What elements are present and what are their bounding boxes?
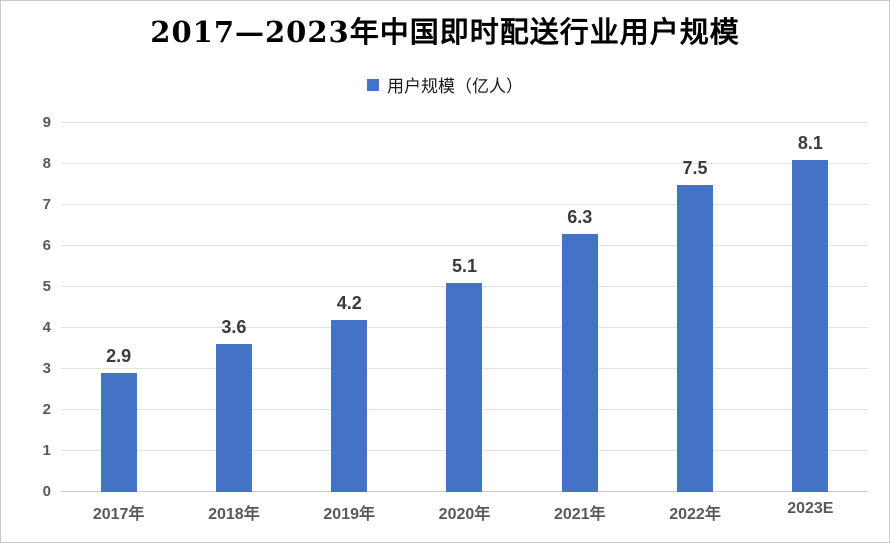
bar [792,159,829,492]
y-tick-label: 2 [42,401,51,418]
legend: 用户规模（亿人） [1,72,889,97]
gridline [61,122,868,123]
gridline [61,204,868,205]
bar-slot: 3.6 [176,123,291,492]
y-tick-label: 5 [42,278,51,295]
x-category-label: 2022年 [669,506,721,523]
bar-value-label: 4.2 [336,292,362,313]
y-tick-label: 0 [42,483,51,500]
bar [446,282,483,492]
y-tick-label: 4 [42,319,51,336]
y-tick-label: 7 [42,196,51,213]
legend-swatch-icon [367,78,379,91]
y-tick-label: 8 [42,155,51,172]
x-axis-labels: 2017年 2018年 2019年 2020年 2021年 2022年 2023E [61,500,868,524]
bar [677,184,714,492]
bar [331,319,368,492]
bar-slot: 8.1 [753,123,868,492]
x-category-label: 2017年 [92,506,145,523]
x-category-label: 2019年 [323,506,375,523]
bar-series: 2.9 3.6 4.2 5.1 6.3 7.5 8.1 [61,123,868,492]
gridline [61,163,868,164]
y-tick-label: 3 [42,360,51,377]
y-tick-label: 1 [42,442,51,459]
legend-label: 用户规模（亿人） [387,77,523,97]
bar-value-label: 5.1 [451,255,477,276]
x-category-label: 2021年 [553,506,606,523]
chart-title: 2017—2023年中国即时配送行业用户规模 [150,15,740,49]
x-category-label: 2020年 [438,506,491,523]
bar-slot: 4.2 [292,123,407,492]
bar [100,373,137,492]
y-tick-label: 6 [42,237,51,254]
y-tick-label: 9 [42,114,51,131]
bar [561,233,598,492]
x-category-label: 2018年 [208,506,260,523]
bar-slot: 7.5 [637,123,752,492]
bar-value-label: 2.9 [106,346,132,367]
plot-area: 0 1 2 3 4 5 6 7 8 9 2.9 3.6 4.2 5.1 6.3 7.5 8.1 [43,114,868,500]
bar-value-label: 7.5 [682,157,708,178]
bar-value-label: 8.1 [797,132,823,153]
bar [215,344,252,492]
x-category-label: 2023E [787,500,834,517]
bar-slot: 2.9 [61,123,176,492]
gridline [61,245,868,246]
bar-value-label: 6.3 [567,206,593,227]
bar-slot: 5.1 [407,123,522,492]
bar-slot: 6.3 [522,123,637,492]
bar-value-label: 3.6 [221,317,247,338]
